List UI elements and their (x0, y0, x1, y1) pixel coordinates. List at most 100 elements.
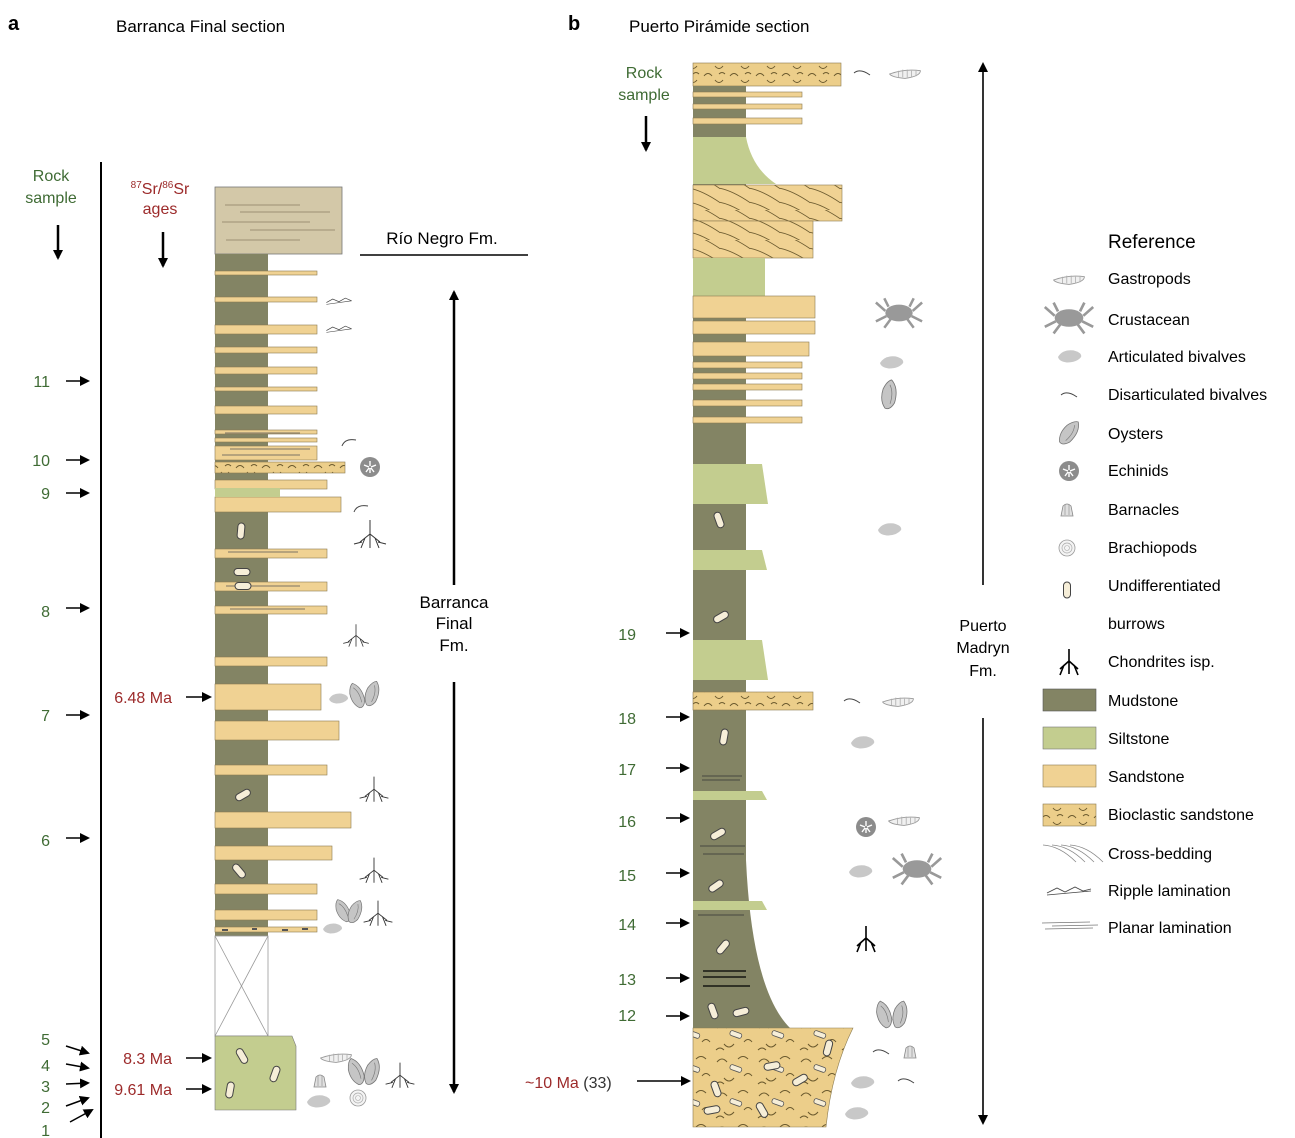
rio-negro-label: Río Negro Fm. (386, 229, 497, 248)
legend-label-bioclastic-sandstone: Bioclastic sandstone (1108, 807, 1254, 824)
sample-19-label: 19 (618, 627, 636, 644)
sample-5-arrow (65, 1045, 90, 1056)
sample-4-arrow (65, 1061, 90, 1072)
sample-16-label: 16 (618, 814, 636, 831)
legend: Reference Gastropods Crustacean Articula… (1041, 232, 1267, 937)
legend-label-cross-bedding: Cross-bedding (1108, 846, 1212, 863)
legend-label-brachiopods: Brachiopods (1108, 540, 1197, 557)
siltstone-swatch (1042, 726, 1097, 750)
rock-sample-header-b-1: Rock (626, 65, 663, 82)
cross-bedded-sandstone-2 (692, 220, 814, 259)
sample-1-arrow (69, 1109, 94, 1123)
sample-5-label: 5 (41, 1032, 50, 1049)
panel-b-title: Puerto Pirámide section (629, 17, 809, 36)
panel-a-letter: a (8, 13, 20, 35)
panel-b: b Puerto Pirámide section Rock sample (525, 13, 1010, 1128)
legend-label-burrows: burrows (1108, 616, 1165, 633)
chondrites-icon (1059, 648, 1079, 676)
cross-bedding-icon (1042, 844, 1104, 863)
mudstone-swatch (1042, 688, 1097, 712)
legend-label-disarticulated-bivalves: Disarticulated bivalves (1108, 387, 1267, 404)
cross-bedded-sandstone-1 (692, 184, 843, 222)
bioclastic-bed-b-base (692, 1027, 854, 1128)
siltstone-bed-b-3 (693, 464, 768, 504)
legend-label-crustacean: Crustacean (1108, 312, 1190, 329)
siltstone-bed-b-5 (693, 640, 768, 680)
legend-title: Reference (1108, 232, 1196, 253)
barnacle-icon (1060, 503, 1074, 517)
legend-label-oysters: Oysters (1108, 426, 1163, 443)
puerto-madryn-label-3: Fm. (969, 663, 997, 680)
age-6-48-label: 6.48 Ma (114, 690, 172, 707)
age-9-61-label: 9.61 Ma (114, 1082, 172, 1099)
rio-negro-bed (214, 186, 343, 255)
bioclastic-sandstone-swatch (1042, 803, 1097, 827)
rock-sample-header-b-2: sample (618, 87, 670, 104)
barranca-final-label-1: Barranca (420, 593, 490, 612)
bioclastic-bed-b-top (692, 62, 842, 87)
sample-1-label: 1 (41, 1123, 50, 1138)
legend-label-planar-lamination: Planar lamination (1108, 920, 1232, 937)
sample-6-label: 6 (41, 833, 50, 850)
age-10-label: ~10 Ma (33) (525, 1075, 612, 1092)
sample-14-label: 14 (618, 917, 636, 934)
legend-label-siltstone: Siltstone (1108, 731, 1169, 748)
bioclastic-bed-a (214, 461, 346, 474)
sample-8-label: 8 (41, 604, 50, 621)
burrow-icon (1063, 581, 1071, 599)
ripple-lamination-icon (1046, 886, 1092, 896)
puerto-madryn-label-1: Puerto (959, 618, 1006, 635)
sample-13-label: 13 (618, 972, 636, 989)
oyster-icon (1055, 417, 1084, 448)
articulated-bivalve-icon (1058, 350, 1082, 363)
crab-fossil-b-1 (874, 297, 924, 329)
puerto-madryn-label-2: Madryn (956, 640, 1009, 657)
panel-a-title: Barranca Final section (116, 17, 285, 36)
disarticulated-bivalve-icon (1060, 392, 1078, 398)
sample-4-label: 4 (41, 1058, 50, 1075)
sample-12-label: 12 (618, 1008, 636, 1025)
siltstone-bed-a-upper (215, 488, 280, 497)
siltstone-bed-a-base (214, 1035, 297, 1111)
panel-a: a Barranca Final section Rock sample 87S… (8, 13, 528, 1138)
sample-17-label: 17 (618, 762, 636, 779)
legend-label-echinids: Echinids (1108, 463, 1168, 480)
legend-label-sandstone: Sandstone (1108, 769, 1185, 786)
brachiopod-icon (1058, 539, 1076, 557)
crab-fossil-b-2 (891, 852, 943, 886)
siltstone-bed-b-7 (693, 901, 767, 910)
crab-icon (1043, 301, 1095, 335)
sample-2-arrow (65, 1096, 90, 1107)
covered-interval (214, 935, 269, 1037)
siltstone-bed-b-4 (693, 550, 767, 570)
rock-sample-header-a-1: Rock (33, 168, 70, 185)
echinid-icon (1058, 460, 1080, 482)
fossil-cluster-a-base (307, 1053, 415, 1108)
legend-label-gastropods: Gastropods (1108, 271, 1191, 288)
mudstone-column-a (215, 254, 268, 936)
sandstone-swatch (1042, 764, 1097, 788)
sample-3-arrow (65, 1078, 90, 1089)
legend-label-ripple-lamination: Ripple lamination (1108, 883, 1231, 900)
sample-7-label: 7 (41, 708, 50, 725)
gastropod-icon (1053, 275, 1085, 285)
sr-ages-header-line2: ages (143, 201, 178, 218)
siltstone-bed-b-6 (693, 791, 767, 800)
bivalve-cluster-a-2 (323, 896, 366, 934)
echinid-fossil-b (855, 816, 877, 838)
sample-3-label: 3 (41, 1079, 50, 1096)
bioclastic-bed-b-mid (692, 691, 814, 711)
echinid-fossil-a (359, 456, 381, 478)
sr-ages-header: 87Sr/86Sr (131, 180, 190, 198)
sample-10-label: 10 (32, 453, 50, 470)
legend-label-chondrites: Chondrites isp. (1108, 654, 1215, 671)
rock-sample-header-a-2: sample (25, 190, 77, 207)
sample-2-label: 2 (41, 1100, 50, 1117)
legend-label-barnacles: Barnacles (1108, 502, 1179, 519)
barranca-final-label-3: Fm. (439, 636, 468, 655)
siltstone-bed-b-1 (693, 137, 776, 184)
siltstone-bed-b-2 (693, 258, 765, 296)
sample-11-label: 11 (33, 374, 50, 391)
legend-label-undifferentiated: Undifferentiated (1108, 578, 1221, 595)
